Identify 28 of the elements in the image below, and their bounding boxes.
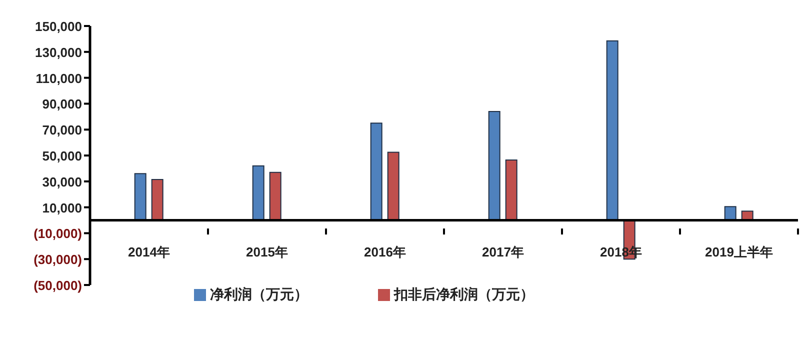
- bar: [151, 178, 164, 221]
- legend-label: 扣非后净利润（万元）: [394, 286, 534, 302]
- x-tick-label: 2017年: [482, 244, 524, 260]
- y-tick-label: 130,000: [35, 44, 82, 60]
- y-tick-label: 30,000: [42, 174, 82, 190]
- y-tick-label: 110,000: [36, 70, 82, 86]
- bar: [606, 40, 618, 221]
- y-tick-label: (50,000): [34, 278, 82, 293]
- x-tick-label: 2014年: [128, 244, 170, 260]
- bar: [269, 172, 282, 221]
- bar: [505, 160, 518, 221]
- y-tick-label: 90,000: [42, 96, 82, 112]
- y-tick-label: 50,000: [42, 148, 82, 164]
- x-tick-label: 2019上半年: [705, 244, 773, 260]
- x-tick-label: 2015年: [246, 244, 288, 260]
- bar: [488, 110, 500, 221]
- bar: [387, 152, 400, 221]
- legend-label: 净利润（万元）: [210, 286, 308, 302]
- x-tick-label: 2016年: [364, 244, 406, 260]
- y-tick-label: 10,000: [42, 200, 82, 216]
- bar: [724, 206, 736, 221]
- y-tick-label: 70,000: [42, 122, 82, 138]
- bar: [134, 173, 146, 221]
- y-tick-label: (30,000): [34, 252, 82, 268]
- bar: [252, 165, 264, 221]
- bar: [370, 122, 382, 221]
- y-tick-label: (10,000): [34, 226, 82, 242]
- y-tick-label: 150,000: [35, 19, 82, 34]
